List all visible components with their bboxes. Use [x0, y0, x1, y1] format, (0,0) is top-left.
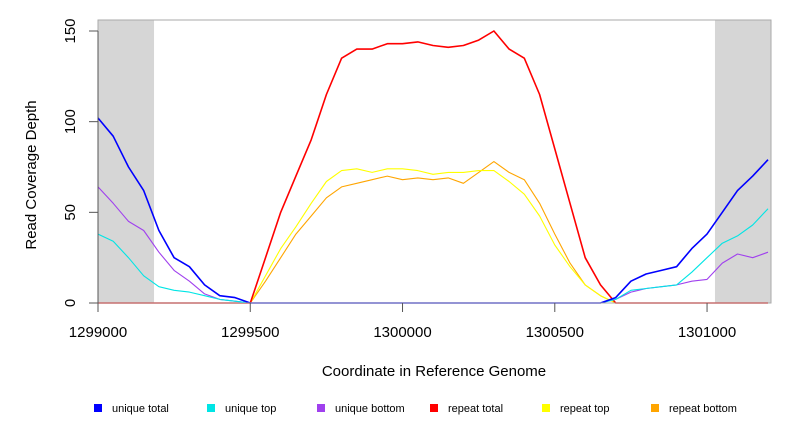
- plot-frame: [97, 19, 772, 304]
- legend-label: repeat total: [448, 403, 503, 415]
- legend: unique total unique top unique bottom re…: [94, 403, 737, 415]
- y-tick-label: 150: [62, 18, 79, 43]
- series-lines: [97, 30, 769, 304]
- x-tick-label: 1300500: [526, 324, 584, 341]
- series-line-unique-total: [97, 117, 769, 304]
- legend-label: unique total: [112, 403, 169, 415]
- legend-item-unique-top: unique top: [207, 403, 276, 415]
- legend-swatch: [207, 404, 215, 412]
- legend-item-repeat-total: repeat total: [430, 403, 503, 415]
- legend-item-repeat-top: repeat top: [542, 403, 610, 415]
- legend-label: repeat top: [560, 403, 610, 415]
- legend-label: unique top: [225, 403, 276, 415]
- series-line-repeat-total: [98, 30, 768, 304]
- x-tick-label: 1299000: [69, 324, 127, 341]
- x-tick-label: 1299500: [221, 324, 279, 341]
- legend-item-unique-total: unique total: [94, 403, 169, 415]
- series-line-repeat-bottom: [98, 161, 768, 304]
- legend-item-unique-bottom: unique bottom: [317, 403, 405, 415]
- legend-swatch: [94, 404, 102, 412]
- y-axis: 0 50 100 150: [62, 18, 99, 307]
- y-tick-label: 0: [62, 299, 79, 307]
- x-tick-label: 1300000: [373, 324, 431, 341]
- legend-label: repeat bottom: [669, 403, 737, 415]
- shaded-regions: [98, 20, 771, 303]
- y-tick-label: 50: [62, 204, 79, 221]
- x-axis: 1299000 1299500 1300000 1300500 1301000: [69, 303, 736, 341]
- x-axis-label: Coordinate in Reference Genome: [322, 363, 546, 380]
- legend-swatch: [542, 404, 550, 412]
- legend-swatch: [651, 404, 659, 412]
- y-axis-label: Read Coverage Depth: [23, 100, 40, 249]
- legend-swatch: [317, 404, 325, 412]
- legend-label: unique bottom: [335, 403, 405, 415]
- legend-swatch: [430, 404, 438, 412]
- shaded-region: [714, 20, 771, 303]
- series-line-repeat-top: [98, 168, 768, 304]
- y-tick-label: 100: [62, 109, 79, 134]
- legend-item-repeat-bottom: repeat bottom: [651, 403, 737, 415]
- x-tick-label: 1301000: [678, 324, 736, 341]
